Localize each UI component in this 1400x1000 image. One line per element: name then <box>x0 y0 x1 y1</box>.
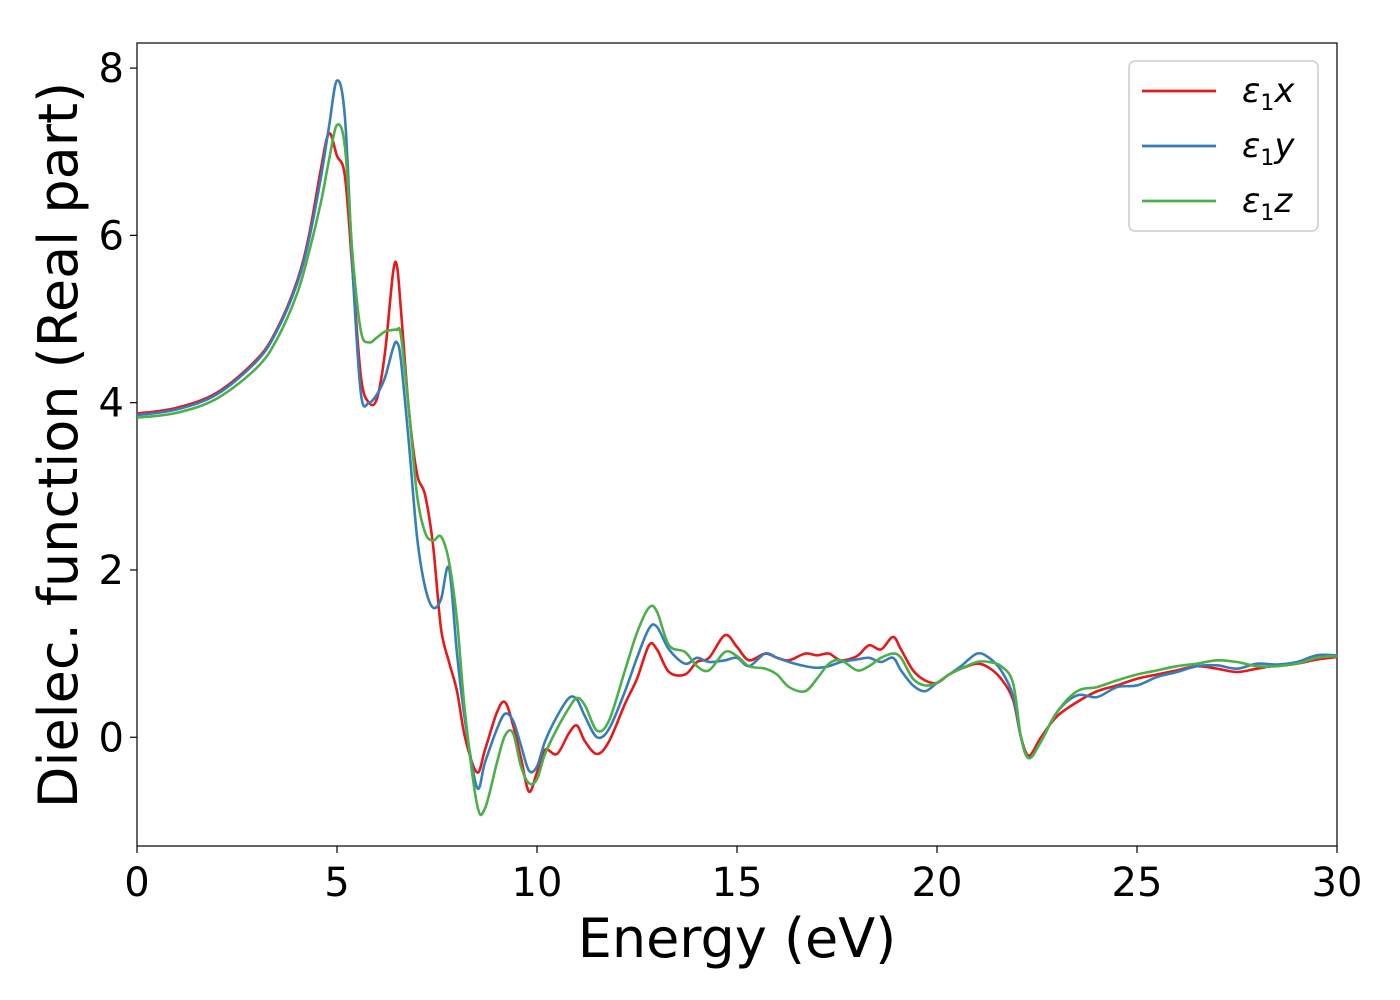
legend-label-y: ε1y <box>1242 126 1295 171</box>
legend-label-z: ε1z <box>1242 181 1293 226</box>
y-tick-label: 8 <box>99 46 124 92</box>
x-tick-label: 20 <box>912 860 963 906</box>
x-tick-label: 10 <box>512 860 563 906</box>
legend: ε1x ε1y ε1z <box>1128 60 1319 232</box>
series-layer <box>136 79 1338 817</box>
legend-label-x: ε1x <box>1242 71 1295 116</box>
x-axis-title: Energy (eV) <box>578 907 897 970</box>
legend-box <box>1128 60 1319 232</box>
x-tick-label: 30 <box>1312 860 1363 906</box>
y-axis-title: Dielec. function (Real part) <box>27 82 90 808</box>
y-tick-label: 4 <box>99 381 124 427</box>
y-tick-label: 0 <box>99 715 124 761</box>
y-tick-label: 6 <box>99 213 124 259</box>
y-tick-label: 2 <box>99 548 124 594</box>
series-line-x <box>136 132 1338 794</box>
x-ticks: 0 5 10 15 20 25 30 <box>124 846 1362 906</box>
x-tick-label: 5 <box>324 860 349 906</box>
x-tick-label: 15 <box>712 860 763 906</box>
x-tick-label: 0 <box>124 860 149 906</box>
y-ticks: 0 2 4 6 8 <box>99 46 137 761</box>
series-line-z <box>136 123 1338 817</box>
x-tick-label: 25 <box>1112 860 1163 906</box>
